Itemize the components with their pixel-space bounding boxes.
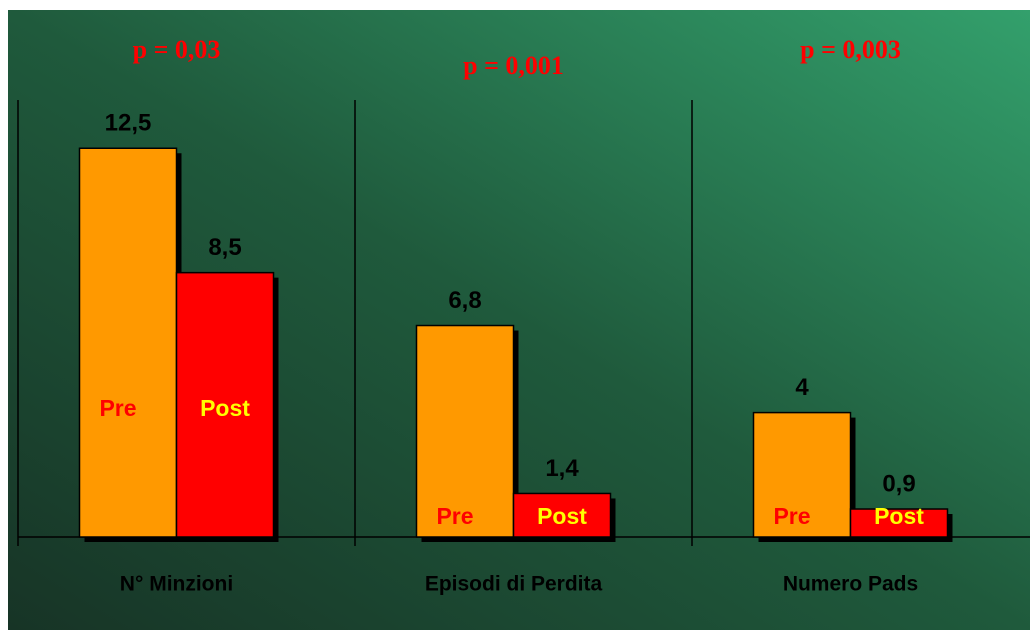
x-tick-label: Numero Pads	[783, 573, 918, 596]
bar	[849, 508, 949, 538]
bar	[752, 411, 852, 538]
bar-series-label: Pre	[99, 395, 136, 421]
bar-series-label: Pre	[436, 503, 473, 529]
annotation: p = 0,003	[800, 35, 901, 64]
bar-series-label: Post	[537, 503, 587, 529]
bar-series-label: Post	[200, 395, 250, 421]
data-label: 12,5	[105, 110, 152, 137]
bar-series-label: Post	[874, 503, 924, 529]
bar	[175, 271, 275, 538]
data-label: 0,9	[882, 470, 915, 497]
bar	[78, 147, 178, 538]
data-label: 8,5	[208, 234, 241, 261]
bar-series-label: Pre	[773, 503, 810, 529]
x-tick-label: N° Minzioni	[120, 573, 233, 596]
bar	[415, 324, 515, 538]
x-tick-label: Episodi di Perdita	[425, 573, 603, 596]
bar	[512, 492, 612, 538]
data-label: 6,8	[448, 287, 481, 314]
data-label: 4	[795, 374, 809, 401]
annotation: p = 0,001	[463, 51, 564, 80]
annotation: p = 0,03	[133, 35, 221, 64]
data-label: 1,4	[545, 455, 579, 482]
